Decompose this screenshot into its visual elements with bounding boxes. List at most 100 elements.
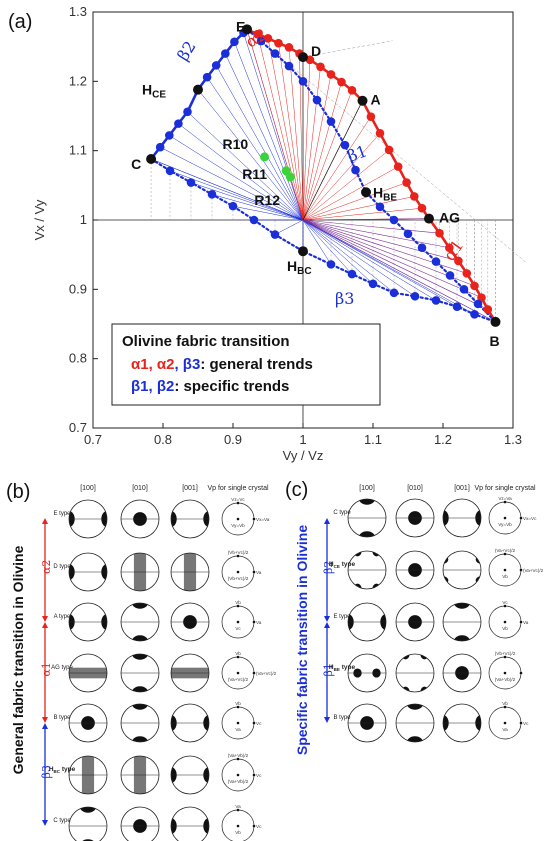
- guide-line: [302, 40, 393, 58]
- vp-center: [503, 568, 507, 572]
- arrow-a2-head: [42, 518, 48, 524]
- pole-figure: [68, 499, 108, 539]
- vp-pole: [252, 721, 256, 725]
- pole-figure: [170, 755, 210, 795]
- fan-line: [302, 196, 415, 221]
- point-label: D: [311, 43, 321, 59]
- pole-blob: [353, 583, 362, 589]
- vp-top: (Va+Vc)/2: [495, 548, 516, 553]
- pole-figure: [395, 703, 435, 743]
- fan-line: [302, 81, 342, 221]
- vp-center-label: (Va+Vb)/2: [495, 677, 516, 682]
- pole-blob: [443, 555, 449, 564]
- fan-line: [302, 116, 372, 221]
- arrow-a1-head: [42, 717, 48, 723]
- arrow-b1-head: [324, 717, 330, 723]
- fan-line: [302, 219, 416, 297]
- fan-line: [267, 38, 304, 221]
- pole-figure: [68, 653, 108, 693]
- data-point: [174, 119, 183, 128]
- pole-blob: [407, 704, 423, 710]
- data-point: [375, 202, 385, 212]
- curve-label-b2: β2: [173, 38, 199, 65]
- pole-content: [69, 614, 107, 630]
- pole-figure: [120, 602, 160, 642]
- y-tick-label: 1.3: [69, 4, 87, 19]
- data-point: [431, 296, 441, 305]
- pole-circle: [442, 602, 482, 642]
- vp-pole: [236, 554, 240, 558]
- vp-center-label: Vb: [502, 626, 508, 631]
- data-point: [452, 302, 462, 311]
- data-point: [459, 285, 469, 294]
- data-point: [473, 299, 483, 309]
- pole-figure: [170, 602, 210, 642]
- pole-figure: [442, 703, 482, 743]
- fan-line: [302, 219, 482, 298]
- arrow-b1-label: β1: [322, 663, 335, 676]
- pole-circle: [170, 806, 210, 841]
- data-point: [270, 230, 280, 239]
- y-tick-label: 1.2: [69, 73, 87, 88]
- pole-blob: [69, 564, 75, 580]
- pole-circle: [68, 755, 108, 795]
- pole-figure: [395, 602, 435, 642]
- key-point: [298, 52, 308, 63]
- pole-circle: [347, 550, 387, 590]
- fan-line: [160, 146, 304, 221]
- vp-center: [236, 773, 240, 777]
- vp-pole: [252, 517, 256, 521]
- vp-right: Vc: [256, 721, 262, 726]
- pole-circle: [120, 755, 160, 795]
- data-point: [155, 142, 165, 152]
- y-tick-label: 1: [80, 212, 87, 227]
- pole-blob: [359, 499, 375, 505]
- pole-blob: [372, 583, 381, 589]
- sample-label: R11: [242, 166, 267, 182]
- col-header: [001]: [182, 485, 198, 492]
- col-header: [100]: [80, 485, 96, 492]
- pole-blob: [80, 807, 96, 813]
- key-point: [193, 84, 203, 95]
- vp-right: Vx=Va: [256, 517, 270, 522]
- y-tick-label: 1.1: [69, 143, 87, 158]
- vp-pole: [236, 604, 240, 608]
- vp-pole: [236, 757, 240, 761]
- pole-blob: [69, 614, 75, 630]
- fan-line: [302, 218, 430, 221]
- x-tick-label: 1: [299, 432, 306, 447]
- data-point: [256, 36, 266, 46]
- data-point: [417, 243, 427, 253]
- row-type-label: D type: [53, 564, 71, 570]
- data-point: [410, 291, 420, 301]
- col-header: [010]: [407, 485, 423, 492]
- data-point: [375, 129, 385, 138]
- vp-center: [236, 721, 240, 725]
- pole-blob: [372, 551, 381, 557]
- x-tick-label: 1.1: [364, 432, 382, 447]
- vp-pole: [252, 671, 256, 675]
- key-point: [490, 316, 501, 327]
- fan-line: [211, 194, 304, 221]
- pole-circle: [395, 653, 435, 693]
- data-point: [351, 165, 360, 175]
- vp-center: [503, 721, 507, 725]
- fan-line: [302, 100, 363, 221]
- pole-figure: [120, 552, 160, 592]
- pole-circle: [347, 703, 387, 743]
- pole-circle: [170, 552, 210, 592]
- fan-line: [187, 111, 304, 221]
- pole-blob: [353, 551, 362, 557]
- vp-right: Va: [256, 620, 262, 625]
- data-point: [431, 257, 441, 266]
- y-axis-label: Vx / Vy: [32, 199, 47, 240]
- fan-line: [190, 182, 304, 221]
- vp-center: [236, 824, 240, 828]
- vp-right: Va: [256, 570, 262, 575]
- pole-blob: [475, 576, 481, 585]
- pole-content: [69, 511, 107, 527]
- fan-line: [232, 205, 304, 221]
- fan-line: [302, 166, 399, 221]
- pole-blob: [132, 603, 148, 609]
- vp-top: Vb: [235, 651, 241, 656]
